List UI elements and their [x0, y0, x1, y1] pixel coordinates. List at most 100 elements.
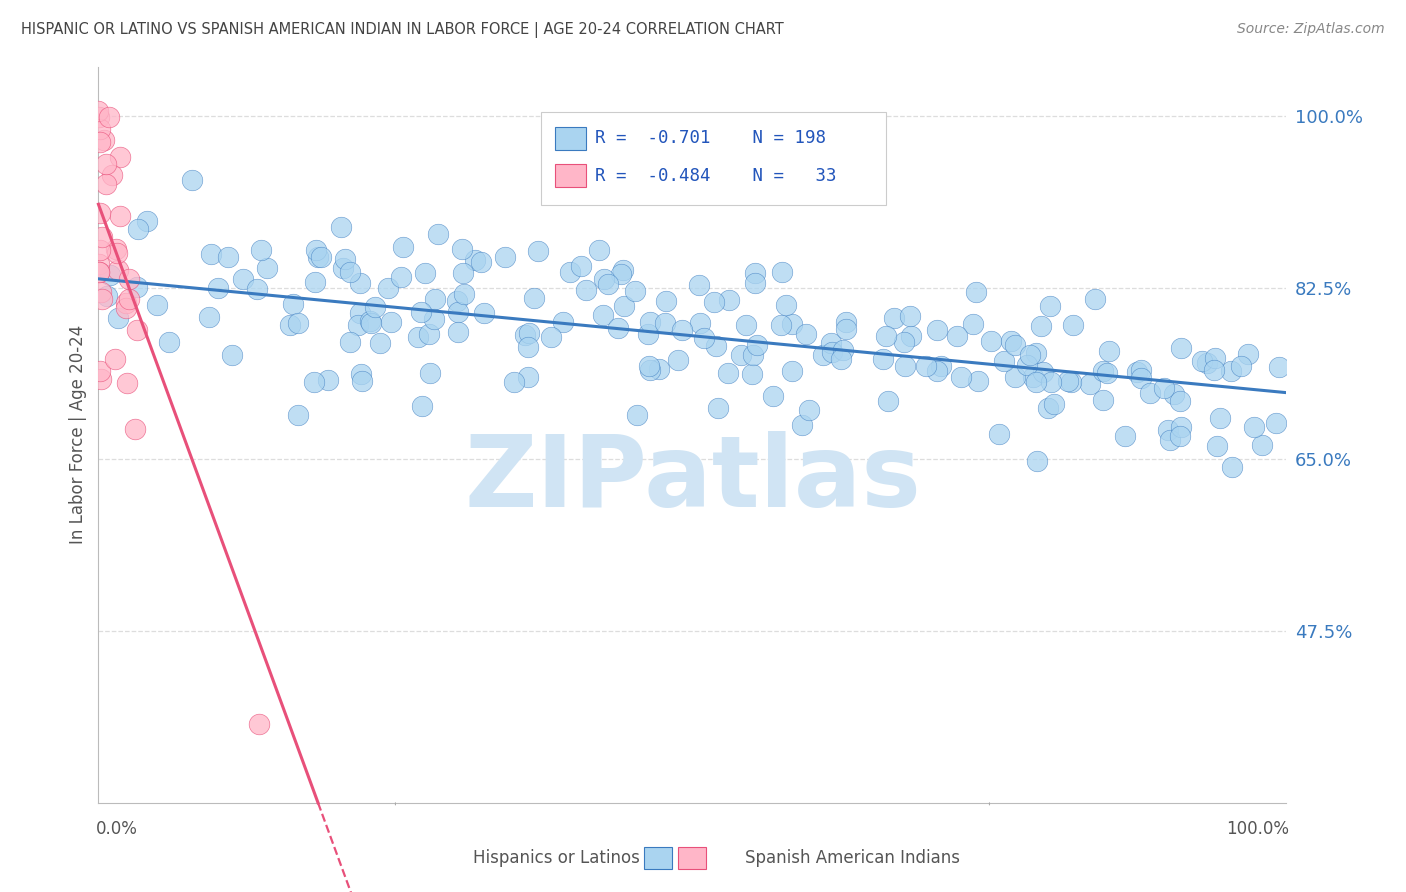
- Point: [813, 348, 835, 362]
- Point: [127, 221, 149, 235]
- Point: [718, 293, 741, 307]
- Point: [598, 277, 620, 292]
- Point: [666, 353, 689, 368]
- Point: [522, 292, 544, 306]
- Point: [1078, 376, 1101, 391]
- Point: [993, 354, 1015, 368]
- Point: [333, 252, 356, 266]
- Point: [90, 285, 112, 299]
- Point: [517, 326, 540, 340]
- Point: [364, 300, 387, 314]
- Point: [350, 374, 373, 388]
- Point: [108, 150, 131, 164]
- Point: [96, 177, 118, 191]
- Point: [638, 363, 661, 377]
- Point: [391, 269, 413, 284]
- Point: [893, 335, 915, 350]
- Point: [349, 367, 371, 381]
- Point: [832, 343, 855, 358]
- Point: [304, 375, 326, 389]
- Point: [94, 156, 117, 170]
- Point: [797, 402, 820, 417]
- Point: [929, 359, 952, 374]
- Point: [305, 243, 328, 257]
- Point: [87, 110, 110, 124]
- Text: 0.0%: 0.0%: [96, 821, 138, 838]
- Point: [423, 292, 446, 306]
- Point: [349, 277, 371, 291]
- Point: [794, 326, 817, 341]
- Point: [1168, 394, 1191, 409]
- Point: [574, 283, 596, 297]
- Point: [1205, 439, 1227, 453]
- Point: [835, 315, 858, 329]
- Point: [1243, 420, 1265, 434]
- Point: [446, 294, 468, 309]
- Point: [648, 361, 671, 376]
- Point: [107, 263, 129, 277]
- Point: [89, 364, 111, 378]
- Point: [91, 230, 114, 244]
- Point: [413, 267, 436, 281]
- Point: [221, 347, 243, 361]
- Point: [280, 318, 302, 332]
- Point: [592, 272, 614, 286]
- Point: [742, 348, 765, 362]
- Point: [181, 173, 204, 187]
- Point: [89, 244, 111, 258]
- Point: [392, 240, 415, 254]
- Point: [145, 297, 167, 311]
- Point: [820, 335, 842, 350]
- Point: [127, 279, 149, 293]
- Point: [1153, 381, 1175, 395]
- Point: [287, 316, 309, 330]
- Point: [470, 255, 492, 269]
- Point: [380, 315, 402, 329]
- Point: [775, 298, 797, 312]
- Point: [770, 265, 793, 279]
- Point: [1004, 338, 1026, 352]
- Point: [834, 322, 856, 336]
- Point: [87, 265, 110, 279]
- Point: [256, 261, 278, 276]
- Point: [883, 310, 905, 325]
- Point: [606, 321, 628, 335]
- Point: [1025, 454, 1047, 468]
- Point: [247, 717, 270, 731]
- Point: [962, 317, 984, 331]
- Point: [1114, 428, 1136, 442]
- Text: R =  -0.701    N = 198: R = -0.701 N = 198: [595, 129, 825, 147]
- Point: [655, 293, 678, 308]
- Point: [200, 246, 222, 260]
- Point: [717, 366, 740, 380]
- Point: [115, 296, 138, 310]
- Point: [638, 359, 661, 373]
- Point: [967, 374, 990, 388]
- Point: [780, 317, 803, 331]
- Point: [1091, 393, 1114, 408]
- Point: [1202, 363, 1225, 377]
- Point: [707, 401, 730, 415]
- Point: [232, 272, 254, 286]
- Point: [1125, 365, 1147, 379]
- Point: [626, 408, 648, 422]
- Point: [1062, 318, 1084, 333]
- Point: [1098, 343, 1121, 358]
- Point: [1025, 346, 1047, 360]
- Point: [406, 330, 429, 344]
- Point: [451, 242, 474, 256]
- Point: [283, 297, 305, 311]
- Point: [304, 275, 326, 289]
- Point: [447, 325, 470, 339]
- Point: [688, 277, 710, 292]
- Point: [1197, 356, 1219, 370]
- Point: [1163, 387, 1185, 401]
- Point: [115, 376, 138, 390]
- Point: [551, 315, 574, 329]
- Point: [513, 328, 536, 343]
- Point: [588, 244, 610, 258]
- Point: [965, 285, 987, 300]
- Point: [1230, 359, 1253, 373]
- Point: [914, 359, 936, 374]
- Point: [330, 220, 353, 235]
